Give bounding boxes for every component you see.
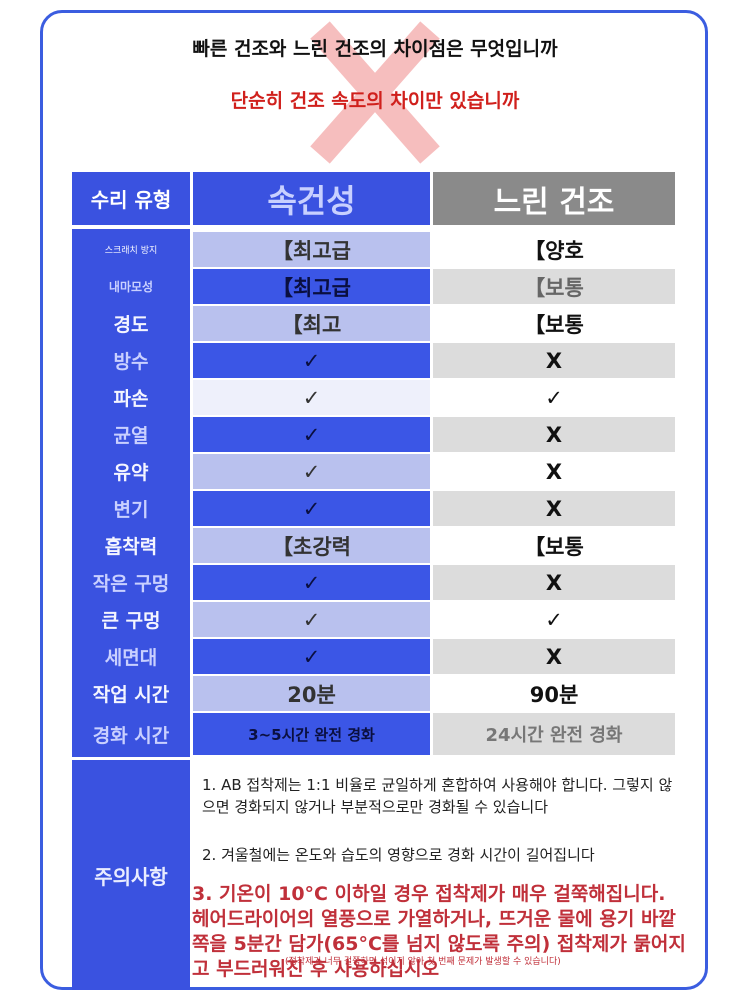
slow-cell: 24시간 완전 경화 bbox=[433, 713, 675, 755]
row-label: 큰 구멍 bbox=[101, 610, 161, 632]
row-label: 변기 bbox=[113, 499, 149, 521]
row-label: 경도 bbox=[113, 314, 149, 336]
slow-cell: 【보통 bbox=[433, 269, 675, 304]
notes-label: 주의사항 bbox=[72, 760, 190, 990]
fast-cell: 【최고급 bbox=[193, 232, 430, 267]
fast-cell: 【초강력 bbox=[193, 528, 430, 563]
column-header: 속건성 bbox=[193, 172, 430, 225]
fast-cell: ✓ bbox=[193, 417, 430, 452]
row-label: 흡착력 bbox=[104, 536, 158, 558]
row-label: 세면대 bbox=[104, 647, 158, 669]
row-label: 내마모성 bbox=[108, 280, 154, 294]
slow-cell: X bbox=[433, 639, 675, 674]
title: 빠른 건조와 느린 건조의 차이점은 무엇입니까 bbox=[192, 37, 558, 60]
row-label: 작은 구멍 bbox=[92, 573, 170, 595]
row-label: 스크래치 방지 bbox=[104, 246, 158, 256]
slow-cell: ✓ bbox=[433, 380, 675, 415]
fast-cell: 【최고 bbox=[193, 306, 430, 341]
fast-cell: ✓ bbox=[193, 491, 430, 526]
row-label: 작업 시간 bbox=[92, 684, 170, 706]
slow-cell: 【보통 bbox=[433, 528, 675, 563]
label-column bbox=[72, 229, 190, 757]
note-warning: 3. 기온이 10°C 이하일 경우 접착제가 매우 걸쭉해집니다. 헤어드라이… bbox=[192, 883, 686, 980]
row-label: 방수 bbox=[113, 351, 149, 373]
slow-cell: X bbox=[433, 454, 675, 489]
slow-cell: 【보통 bbox=[433, 306, 675, 341]
row-label: 경화 시간 bbox=[92, 724, 170, 747]
row-label: 파손 bbox=[113, 388, 149, 410]
slow-cell: 【양호 bbox=[433, 232, 675, 267]
cross-mark bbox=[310, 21, 440, 164]
column-header: 수리 유형 bbox=[72, 172, 190, 225]
slow-cell: X bbox=[433, 491, 675, 526]
slow-cell: X bbox=[433, 417, 675, 452]
slow-cell: X bbox=[433, 565, 675, 600]
frame bbox=[40, 10, 708, 990]
fast-cell: ✓ bbox=[193, 639, 430, 674]
fast-cell: ✓ bbox=[193, 380, 430, 415]
row-label: 균열 bbox=[113, 425, 149, 447]
fast-cell: 20분 bbox=[193, 676, 430, 711]
fast-cell: ✓ bbox=[193, 343, 430, 378]
fast-cell: ✓ bbox=[193, 454, 430, 489]
subtitle: 단순히 건조 속도의 차이만 있습니까 bbox=[230, 89, 520, 112]
slow-cell: X bbox=[433, 343, 675, 378]
fast-cell: ✓ bbox=[193, 602, 430, 637]
slow-cell: ✓ bbox=[433, 602, 675, 637]
note: 2. 겨울철에는 온도와 습도의 영향으로 경화 시간이 길어집니다 bbox=[202, 846, 595, 864]
row-label: 유약 bbox=[113, 462, 149, 484]
note: 1. AB 접착제는 1:1 비율로 균일하게 혼합하여 사용해야 합니다. 그… bbox=[202, 776, 673, 816]
column-header: 느린 건조 bbox=[433, 172, 675, 225]
footnote: (접착제가 너무 걸쭉하면 섞이지 않아 첫 번째 문제가 발생할 수 있습니다… bbox=[285, 957, 561, 967]
fast-cell: 3~5시간 완전 경화 bbox=[193, 713, 430, 755]
slow-cell: 90분 bbox=[433, 676, 675, 711]
fast-cell: ✓ bbox=[193, 565, 430, 600]
fast-cell: 【최고급 bbox=[193, 269, 430, 304]
